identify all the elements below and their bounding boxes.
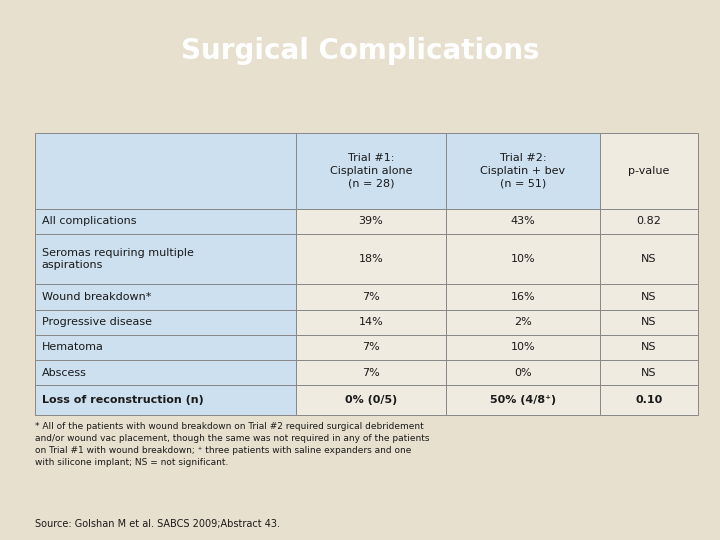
Text: p-value: p-value [629,166,670,176]
Bar [35,360,296,385]
Text: Wound breakdown*: Wound breakdown* [42,292,151,302]
Bar [446,234,600,285]
Text: 10%: 10% [510,342,535,352]
Text: 7%: 7% [362,368,379,377]
Text: NS: NS [642,292,657,302]
Bar [600,335,698,360]
Bar [446,209,600,234]
Bar [35,133,296,209]
Text: 0%: 0% [514,368,531,377]
Text: Loss of reconstruction (n): Loss of reconstruction (n) [42,395,204,405]
Text: 43%: 43% [510,217,535,226]
Text: Source: Golshan M et al. SABCS 2009;Abstract 43.: Source: Golshan M et al. SABCS 2009;Abst… [35,519,279,529]
Text: 14%: 14% [359,317,383,327]
Text: Abscess: Abscess [42,368,86,377]
Text: NS: NS [642,254,657,264]
Bar [296,360,446,385]
Text: 7%: 7% [362,342,379,352]
Bar [446,133,600,209]
Bar [35,209,296,234]
Text: 0.82: 0.82 [636,217,662,226]
Bar [600,209,698,234]
Bar [296,285,446,309]
Bar [446,360,600,385]
Bar [600,234,698,285]
Text: 39%: 39% [359,217,383,226]
Text: NS: NS [642,342,657,352]
Text: NS: NS [642,368,657,377]
Bar [35,285,296,309]
Text: 0% (0/5): 0% (0/5) [345,395,397,405]
Bar [35,385,296,415]
Text: Trial #2:
Cisplatin + bev
(n = 51): Trial #2: Cisplatin + bev (n = 51) [480,153,565,189]
Bar [600,309,698,335]
Text: 18%: 18% [359,254,383,264]
Text: Surgical Complications: Surgical Complications [181,37,539,65]
Bar [296,385,446,415]
Text: 0.10: 0.10 [636,395,662,405]
Bar [296,133,446,209]
Bar [446,285,600,309]
Bar [296,309,446,335]
Bar [600,385,698,415]
Bar [35,309,296,335]
Bar [296,335,446,360]
Text: * All of the patients with wound breakdown on Trial #2 required surgical debride: * All of the patients with wound breakdo… [35,422,429,467]
Bar [446,309,600,335]
Text: Hematoma: Hematoma [42,342,104,352]
Text: All complications: All complications [42,217,136,226]
Text: 10%: 10% [510,254,535,264]
Text: 7%: 7% [362,292,379,302]
Text: Trial #1:
Cisplatin alone
(n = 28): Trial #1: Cisplatin alone (n = 28) [330,153,412,189]
Bar [296,234,446,285]
Bar [296,209,446,234]
Bar [446,335,600,360]
Bar [446,385,600,415]
Bar [600,360,698,385]
Text: Seromas requiring multiple
aspirations: Seromas requiring multiple aspirations [42,248,194,270]
Bar [600,285,698,309]
Text: 16%: 16% [510,292,535,302]
Text: Progressive disease: Progressive disease [42,317,152,327]
Text: 50% (4/8⁺): 50% (4/8⁺) [490,395,556,405]
Bar [35,234,296,285]
Bar [600,133,698,209]
Text: NS: NS [642,317,657,327]
Text: 2%: 2% [514,317,531,327]
Bar [35,335,296,360]
